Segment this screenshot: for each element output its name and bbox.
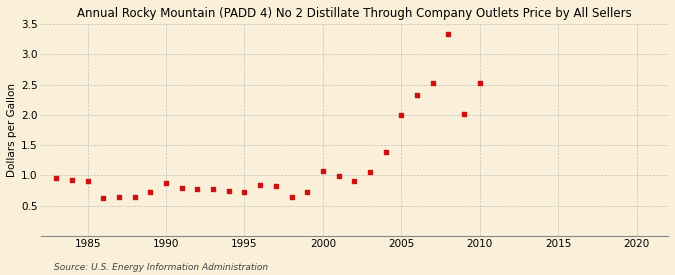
Point	[396, 112, 407, 117]
Point	[67, 178, 78, 183]
Point	[145, 189, 156, 194]
Point	[475, 81, 485, 86]
Point	[129, 195, 140, 199]
Point	[302, 189, 313, 194]
Point	[286, 195, 297, 199]
Point	[113, 194, 124, 199]
Point	[271, 184, 281, 189]
Point	[254, 183, 265, 187]
Y-axis label: Dollars per Gallon: Dollars per Gallon	[7, 83, 17, 177]
Point	[223, 189, 234, 193]
Point	[380, 150, 391, 155]
Point	[161, 180, 171, 185]
Point	[51, 176, 61, 181]
Point	[364, 170, 375, 175]
Point	[459, 112, 470, 116]
Text: Source: U.S. Energy Information Administration: Source: U.S. Energy Information Administ…	[54, 263, 268, 272]
Point	[208, 187, 219, 192]
Point	[192, 186, 202, 191]
Point	[98, 196, 109, 200]
Point	[82, 179, 93, 184]
Point	[333, 174, 344, 178]
Point	[443, 32, 454, 36]
Point	[412, 93, 423, 98]
Title: Annual Rocky Mountain (PADD 4) No 2 Distillate Through Company Outlets Price by : Annual Rocky Mountain (PADD 4) No 2 Dist…	[77, 7, 632, 20]
Point	[239, 189, 250, 194]
Point	[427, 81, 438, 86]
Point	[176, 186, 187, 190]
Point	[317, 168, 328, 173]
Point	[349, 179, 360, 184]
